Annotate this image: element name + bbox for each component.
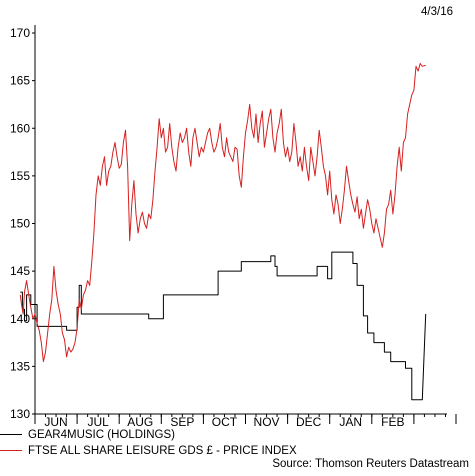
- y-tick-label: 150: [10, 217, 30, 231]
- y-tick-label: 170: [10, 26, 30, 40]
- x-tick-label: JAN: [339, 415, 362, 426]
- y-tick-label: 130: [10, 407, 30, 421]
- legend-item-ftse-leisure: FTSE ALL SHARE LEISURE GDS £ - PRICE IND…: [0, 444, 297, 458]
- series-line-1: [20, 251, 427, 401]
- x-axis: JUN JUL AUG SEP OCT NOV DEC JAN FEB: [34, 413, 457, 426]
- source-note: Source: Thomson Reuters Datastream: [272, 458, 469, 470]
- y-tick-label: 160: [10, 121, 30, 135]
- series-line-2: [19, 63, 426, 363]
- x-tick-label: NOV: [254, 415, 280, 426]
- x-tick-label: JUN: [44, 415, 67, 426]
- legend-label-ftse-leisure: FTSE ALL SHARE LEISURE GDS £ - PRICE IND…: [28, 445, 297, 457]
- legend-item-gear4music: GEAR4MUSIC (HOLDINGS): [0, 428, 175, 442]
- y-tick-label: 135: [10, 359, 30, 373]
- legend-swatch-gear4music: [0, 434, 22, 436]
- x-tick-label: FEB: [381, 415, 404, 426]
- legend-swatch-ftse-leisure: [0, 450, 22, 452]
- x-tick-label: JUL: [87, 415, 109, 426]
- y-tick-label: 165: [10, 74, 30, 88]
- x-tick-label: AUG: [127, 415, 153, 426]
- y-tick-label: 140: [10, 312, 30, 326]
- chart: 130 135 140 145 150 155 160 165 170 JUN JUL AUG SEP…: [10, 25, 457, 426]
- x-tick-label: DEC: [296, 415, 322, 426]
- y-tick-label: 155: [10, 169, 30, 183]
- series-group: [19, 63, 427, 401]
- y-tick-label: 145: [10, 264, 30, 278]
- y-axis: 130 135 140 145 150 155 160 165 170: [10, 25, 36, 421]
- x-tick-label: SEP: [170, 415, 194, 426]
- date-stamp: 4/3/16: [421, 6, 453, 18]
- x-tick-label: OCT: [212, 415, 238, 426]
- legend-label-gear4music: GEAR4MUSIC (HOLDINGS): [28, 429, 175, 441]
